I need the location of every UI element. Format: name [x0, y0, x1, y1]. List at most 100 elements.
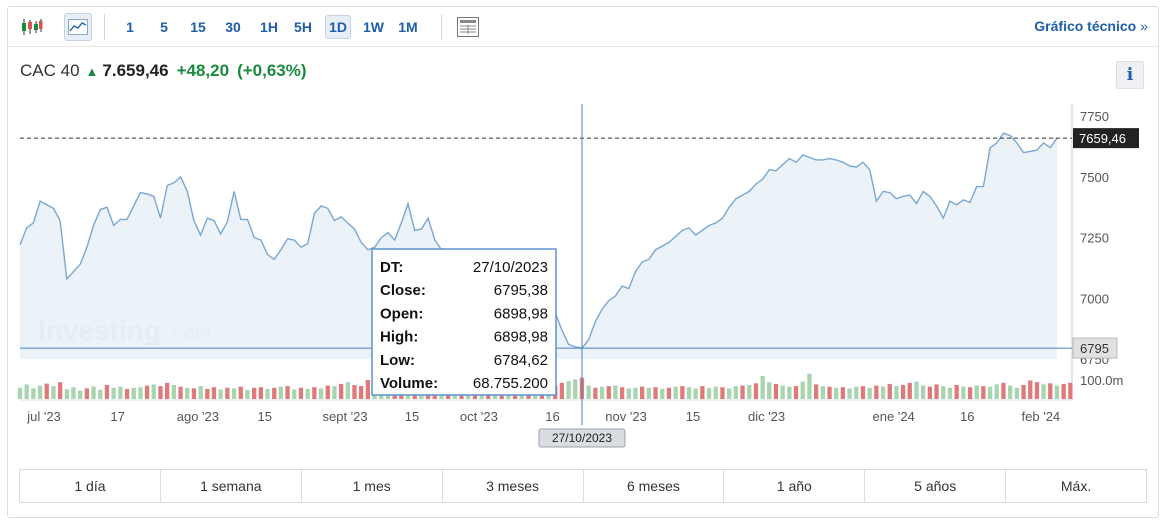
volume-bar	[586, 385, 591, 399]
period-max[interactable]: Máx.	[1060, 478, 1092, 494]
period-1-week[interactable]: 1 semana	[161, 470, 302, 502]
volume-bar	[238, 386, 243, 399]
volume-bar	[58, 382, 63, 399]
period-1-year[interactable]: 1 año	[724, 470, 866, 502]
volume-bar	[680, 386, 685, 399]
volume-bar	[666, 387, 672, 399]
volume-bar	[994, 384, 999, 399]
volume-bar	[934, 384, 939, 399]
price-chart[interactable]: Investing.com775075007250700067507659,46…	[0, 0, 1167, 460]
timeframe-5h[interactable]: 5H	[294, 19, 312, 35]
x-tick-label: ago '23	[177, 409, 219, 424]
arrow-up-icon: ▲	[85, 64, 99, 79]
volume-bar	[292, 389, 297, 399]
volume-bar	[914, 381, 919, 399]
volume-bar	[1048, 383, 1053, 399]
volume-bar	[653, 387, 658, 399]
x-tick-label: 15	[405, 409, 419, 424]
timeframe-5[interactable]: 5	[160, 19, 168, 35]
tooltip-label: Low:	[380, 352, 415, 369]
volume-bar	[626, 388, 631, 399]
info-button[interactable]: i	[1116, 61, 1144, 89]
volume-bar	[854, 386, 859, 399]
volume-bar	[1001, 382, 1006, 399]
tooltip-box	[371, 248, 557, 396]
x-tick-label: feb '24	[1022, 409, 1061, 424]
volume-bar	[345, 382, 350, 399]
timeframe-1d[interactable]: 1D	[325, 15, 351, 39]
period-6-months[interactable]: 6 meses	[584, 470, 725, 502]
price-area	[20, 133, 1057, 359]
y-tick-label: 7750	[1080, 109, 1109, 124]
volume-bar	[693, 388, 698, 399]
volume-bar	[760, 376, 765, 399]
volume-bar	[559, 382, 564, 399]
volume-bar	[847, 388, 852, 399]
volume-bar	[800, 381, 805, 399]
table-view-icon[interactable]	[454, 13, 482, 41]
volume-bar	[834, 387, 839, 399]
last-price-label: 7659,46	[1073, 128, 1139, 149]
x-tick-label: sept '23	[322, 409, 367, 424]
last-price: 7.659,46	[102, 61, 169, 80]
crosshair-date-label: 27/10/2023	[538, 428, 626, 448]
x-tick-label: 16	[960, 409, 974, 424]
volume-bar	[954, 385, 959, 399]
volume-bar	[820, 386, 825, 399]
volume-bar	[131, 387, 136, 399]
volume-bar	[285, 386, 290, 399]
price-change: +48,20	[176, 61, 230, 80]
volume-bar	[245, 390, 250, 399]
volume-bar	[211, 387, 217, 399]
timeframe-30[interactable]: 30	[225, 19, 241, 35]
volume-bar	[64, 389, 69, 399]
volume-bar	[198, 386, 203, 399]
volume-bar	[686, 387, 692, 399]
volume-bar	[37, 385, 43, 399]
volume-bar	[252, 387, 257, 399]
volume-bar	[171, 385, 176, 399]
volume-bar	[573, 379, 578, 399]
timeframe-1h[interactable]: 1H	[260, 19, 278, 35]
period-selector: 1 día 1 semana 1 mes 3 meses 6 meses 1 a…	[19, 469, 1147, 503]
volume-bar	[767, 382, 772, 399]
period-3-months[interactable]: 3 meses	[443, 470, 584, 502]
volume-bar	[151, 384, 156, 399]
volume-bar	[78, 390, 83, 399]
volume-bar	[720, 387, 725, 399]
y-tick-label: 7500	[1080, 170, 1109, 185]
timeframe-15[interactable]: 15	[190, 19, 206, 35]
volume-bar	[84, 388, 89, 399]
volume-bar	[325, 385, 330, 399]
tooltip-label: DT:	[380, 259, 403, 276]
volume-bar	[733, 386, 738, 399]
volume-bar	[312, 387, 317, 399]
volume-bar	[700, 386, 705, 399]
volume-bar	[747, 385, 752, 399]
toolbar-divider	[441, 14, 442, 40]
period-1-day[interactable]: 1 día	[20, 470, 161, 502]
crosshair-date-text: 27/10/2023	[552, 431, 612, 445]
y-tick-label: 7250	[1080, 231, 1109, 246]
volume-bar	[278, 386, 283, 399]
volume-bar	[265, 388, 270, 399]
volume-bar	[272, 387, 277, 399]
volume-bar	[599, 386, 605, 399]
y-tick-label: 7000	[1080, 291, 1109, 306]
timeframe-1[interactable]: 1	[126, 19, 134, 35]
volume-bar	[1041, 384, 1046, 399]
volume-bar	[185, 387, 190, 399]
technical-chart-link[interactable]: Gráfico técnico»	[1034, 18, 1148, 34]
volume-bar	[165, 382, 170, 399]
timeframe-1w[interactable]: 1W	[363, 19, 384, 35]
volume-bar	[231, 388, 237, 399]
area-chart-icon[interactable]	[64, 13, 92, 41]
x-tick-label: 15	[258, 409, 272, 424]
period-1-month[interactable]: 1 mes	[302, 470, 443, 502]
period-5-years[interactable]: 5 años	[865, 470, 1007, 502]
candlestick-icon[interactable]	[18, 13, 46, 41]
volume-bar	[318, 388, 324, 399]
timeframe-1m[interactable]: 1M	[398, 19, 418, 35]
instrument-name: CAC 40	[20, 61, 80, 80]
volume-bar	[706, 387, 712, 399]
